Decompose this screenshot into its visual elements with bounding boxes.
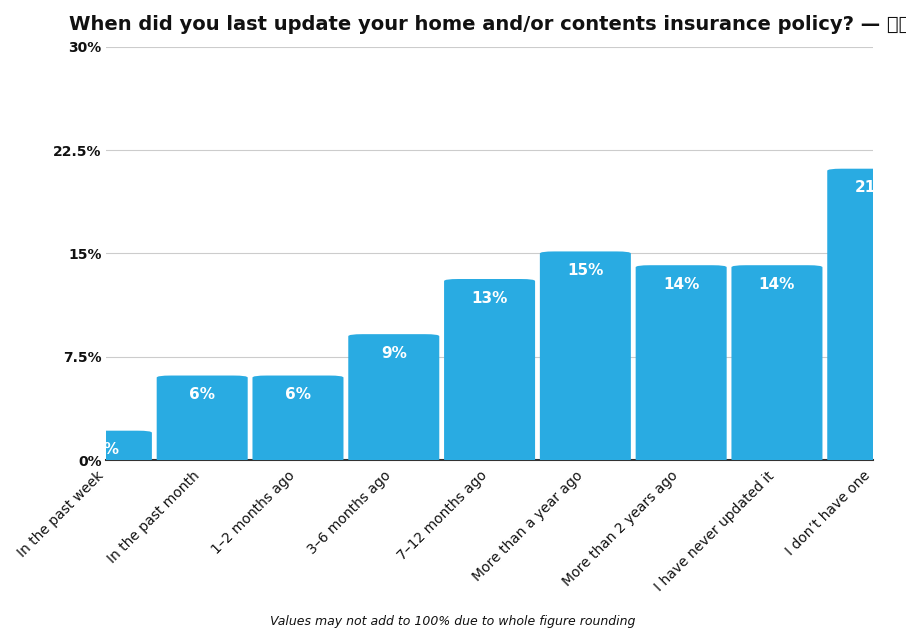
Title: When did you last update your home and/or contents insurance policy? — 🇺🇸: When did you last update your home and/o… [69, 15, 906, 34]
Text: Values may not add to 100% due to whole figure rounding: Values may not add to 100% due to whole … [270, 614, 636, 628]
Text: 21%: 21% [854, 181, 891, 195]
Text: 14%: 14% [758, 277, 795, 292]
FancyBboxPatch shape [348, 334, 439, 465]
FancyBboxPatch shape [827, 169, 906, 465]
FancyBboxPatch shape [540, 252, 631, 465]
FancyBboxPatch shape [157, 375, 247, 465]
Text: 9%: 9% [381, 346, 407, 361]
FancyBboxPatch shape [61, 430, 152, 465]
Text: 13%: 13% [471, 291, 507, 306]
Text: 6%: 6% [189, 387, 216, 402]
Text: 6%: 6% [285, 387, 311, 402]
FancyBboxPatch shape [731, 265, 823, 465]
Text: 15%: 15% [567, 263, 603, 278]
FancyBboxPatch shape [253, 375, 343, 465]
Text: 2%: 2% [93, 443, 120, 457]
FancyBboxPatch shape [636, 265, 727, 465]
FancyBboxPatch shape [444, 279, 535, 465]
Text: 14%: 14% [663, 277, 699, 292]
